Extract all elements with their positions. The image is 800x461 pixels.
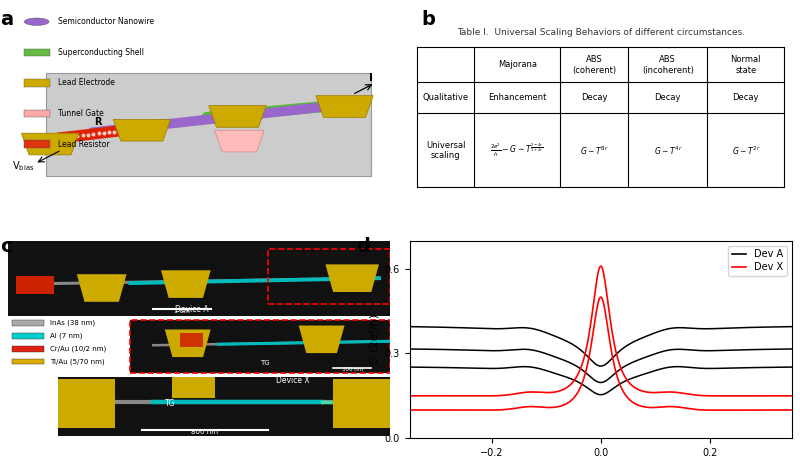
Text: Table I.  Universal Scaling Behaviors of different circumstances.: Table I. Universal Scaling Behaviors of … [457,28,745,36]
Polygon shape [161,270,210,298]
Polygon shape [298,325,345,353]
Polygon shape [22,133,78,155]
Text: Cr/Au (10/2 nm): Cr/Au (10/2 nm) [50,346,106,352]
Text: $G\sim T^{2r}$: $G\sim T^{2r}$ [731,144,760,156]
Bar [180,333,203,347]
Text: ABS
(coherent): ABS (coherent) [572,55,617,75]
Bar [24,141,50,148]
Text: c: c [0,237,12,256]
Text: $\frac{2e^2}{h}-G\sim T^{\frac{2-4r}{1+2r}}$: $\frac{2e^2}{h}-G\sim T^{\frac{2-4r}{1+2… [490,142,544,159]
Bar [8,241,390,316]
Text: Device X: Device X [276,376,310,385]
Text: Enhancement: Enhancement [488,93,546,102]
Text: Universal
scaling: Universal scaling [426,141,466,160]
Polygon shape [326,264,379,292]
Bar [333,379,390,428]
Bar [12,333,44,339]
Text: Qualitative: Qualitative [422,93,469,102]
Bar [24,110,50,118]
Text: 1 um: 1 um [174,309,190,313]
Text: Semiconductor Nanowire: Semiconductor Nanowire [58,17,154,26]
Text: Majorana: Majorana [498,60,537,69]
Text: Ti/Au (5/70 nm): Ti/Au (5/70 nm) [50,358,105,365]
Text: TG: TG [165,399,175,408]
Text: I: I [370,73,374,83]
Text: a: a [0,10,14,29]
Text: Decay: Decay [733,93,759,102]
Bar [268,248,390,304]
Text: V$_{\rm bias}$: V$_{\rm bias}$ [12,160,34,173]
Polygon shape [113,119,170,141]
Text: Lead Electrode: Lead Electrode [58,78,114,88]
Text: d: d [356,237,370,256]
Text: b: b [421,10,435,29]
Text: Superconducting Shell: Superconducting Shell [58,48,144,57]
Bar [12,359,44,364]
Text: TG: TG [261,360,270,366]
Bar [58,379,115,428]
Text: R: R [94,117,102,127]
Y-axis label: G (2e²/h): G (2e²/h) [369,314,379,365]
Bar [16,276,54,294]
Text: Al (7 nm): Al (7 nm) [50,333,82,339]
Ellipse shape [24,18,49,25]
Text: Device A: Device A [174,305,208,313]
Bar [24,49,50,56]
Text: Decay: Decay [654,93,681,102]
Polygon shape [165,330,210,357]
Text: $G\sim T^{8r}$: $G\sim T^{8r}$ [580,144,609,156]
Bar [12,346,44,352]
Legend: Dev A, Dev X: Dev A, Dev X [728,246,787,276]
Bar [173,377,214,398]
Text: Lead Resistor: Lead Resistor [58,140,110,148]
Polygon shape [209,106,266,127]
Text: InAs (38 nm): InAs (38 nm) [50,320,95,326]
Text: Tunnel Gate: Tunnel Gate [58,109,103,118]
Text: Decay: Decay [581,93,608,102]
Bar [130,319,390,373]
Text: 300 nm: 300 nm [342,367,363,372]
Bar [58,377,390,436]
Polygon shape [46,73,371,176]
Text: ABS
(incoherent): ABS (incoherent) [642,55,694,75]
Bar [12,320,44,326]
Text: 800 nm: 800 nm [191,429,218,435]
Bar [24,79,50,87]
Polygon shape [316,96,374,118]
Text: $G\sim T^{4r}$: $G\sim T^{4r}$ [654,144,682,156]
Polygon shape [77,274,126,302]
Polygon shape [214,130,264,152]
Text: Normal
state: Normal state [730,55,761,75]
